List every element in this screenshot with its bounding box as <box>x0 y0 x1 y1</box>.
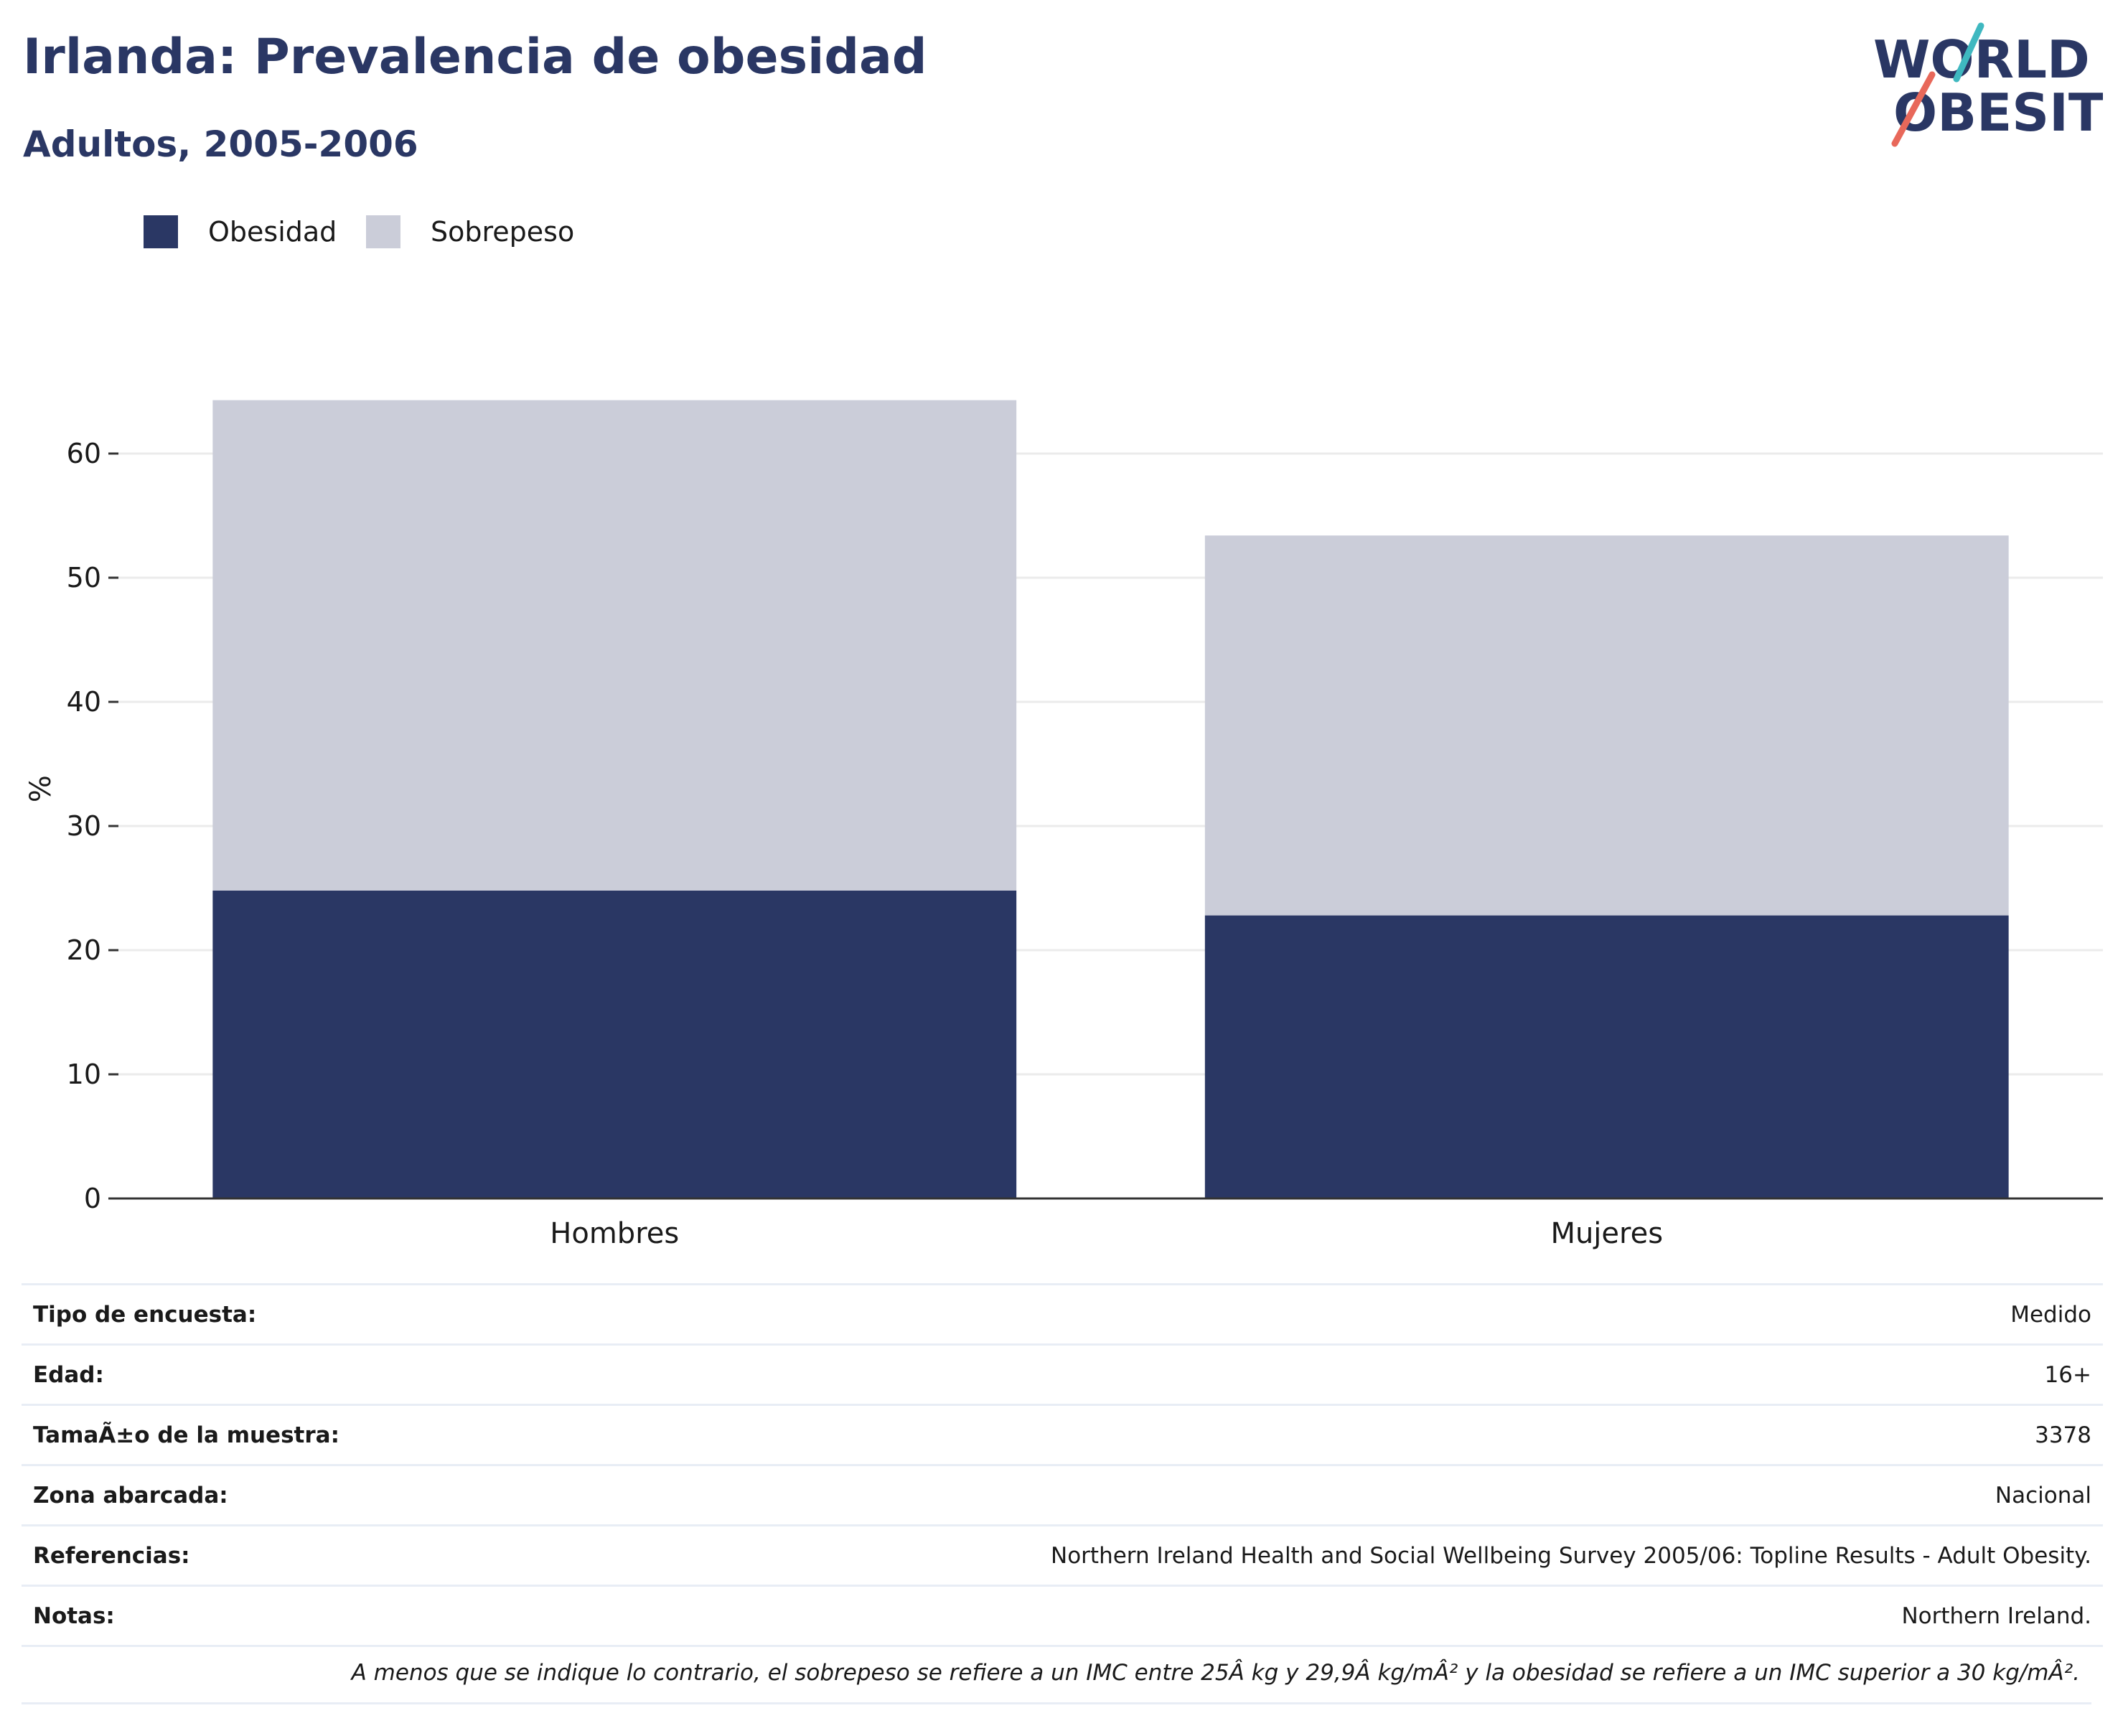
bar-sobrepeso-mujeres <box>1204 535 2009 916</box>
info-key: Edad: <box>22 1344 514 1406</box>
info-value: 16+ <box>513 1344 2103 1406</box>
x-tick-label: Mujeres <box>1550 1217 1663 1250</box>
y-axis-label: % <box>24 775 57 802</box>
info-key: Referencias: <box>22 1525 514 1587</box>
bar-sobrepeso-hombres <box>212 400 1017 891</box>
legend-label-sobrepeso: Sobrepeso <box>431 216 575 248</box>
logo-line2: OBESITY <box>1893 83 2103 143</box>
info-row: Zona abarcada: Nacional <box>22 1465 2103 1526</box>
info-row: Referencias: Northern Ireland Health and … <box>22 1525 2103 1587</box>
page-title: Irlanda: Prevalencia de obesidad <box>23 29 927 85</box>
y-tick-label: 50 <box>67 562 101 593</box>
logo-slash-coral <box>1891 71 1936 147</box>
info-row: Notas: Northern Ireland. <box>22 1585 2103 1647</box>
bar-obesidad-hombres <box>212 890 1017 1198</box>
info-value: 3378 <box>513 1404 2103 1466</box>
page-subtitle: Adultos, 2005-2006 <box>23 123 418 165</box>
legend-swatch-sobrepeso <box>366 215 400 248</box>
info-value: Nacional <box>513 1465 2103 1526</box>
info-value: Medido <box>513 1283 2103 1346</box>
y-tick-label: 20 <box>67 934 101 966</box>
info-key: Zona abarcada: <box>22 1465 514 1526</box>
legend-swatch-obesidad <box>144 215 178 248</box>
info-value: Northern Ireland Health and Social Wellb… <box>513 1525 2103 1587</box>
bar-obesidad-mujeres <box>1204 915 2009 1198</box>
y-tick-label: 0 <box>84 1183 101 1214</box>
survey-info-table: Tipo de encuesta: Medido Edad: 16+ TamaÃ±o d… <box>22 1283 2103 1647</box>
y-tick-label: 10 <box>67 1059 101 1090</box>
info-row: TamaÃ±o de la muestra: 3378 <box>22 1404 2103 1466</box>
info-key: Tipo de encuesta: <box>22 1283 514 1346</box>
info-key: TamaÃ±o de la muestra: <box>22 1404 514 1466</box>
info-row: Edad: 16+ <box>22 1344 2103 1406</box>
world-obesity-logo: WORLD OBESITY <box>1873 22 2103 147</box>
y-tick-label: 60 <box>67 438 101 469</box>
y-tick-label: 30 <box>67 810 101 842</box>
info-key: Notas: <box>22 1585 514 1647</box>
footnote: A menos que se indique lo contrario, el … <box>22 1643 2091 1704</box>
info-value: Northern Ireland. <box>513 1585 2103 1647</box>
logo-line1: WORLD <box>1873 29 2090 90</box>
logo-slash-teal <box>1953 22 1984 83</box>
y-tick-label: 40 <box>67 686 101 718</box>
info-row: Tipo de encuesta: Medido <box>22 1283 2103 1346</box>
bar-chart: 0 10 20 30 40 50 60% Hombres Mujeres <box>24 400 2103 1250</box>
legend-label-obesidad: Obesidad <box>208 216 337 248</box>
x-tick-label: Hombres <box>550 1217 679 1250</box>
